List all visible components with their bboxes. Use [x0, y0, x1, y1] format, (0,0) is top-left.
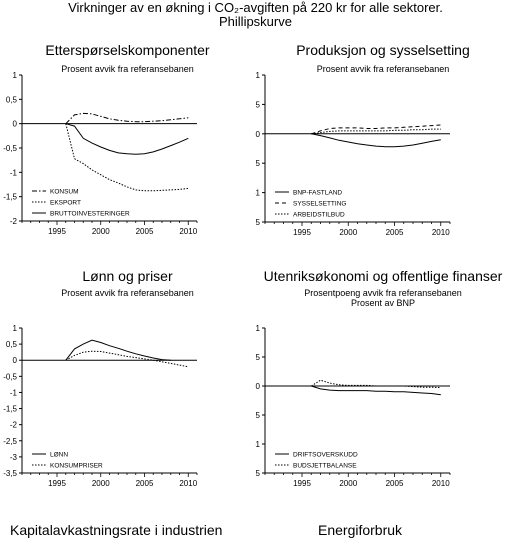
- x-tick-label: 1995: [293, 479, 311, 488]
- x-tick-label: 2005: [386, 228, 404, 237]
- panel-etterspoerselskomponenter: Etterspørselskomponenter Prosent avvik f…: [0, 40, 255, 240]
- y-tick-label: -1,5: [255, 218, 261, 227]
- panel-subtitle: Prosentpoeng avvik fra referansebanen: [304, 288, 462, 298]
- y-tick-label: 0,5: [255, 100, 261, 109]
- legend-label: ARBEIDSTILBUD: [293, 212, 345, 219]
- panel-subtitle: Prosent avvik fra referansebanen: [316, 64, 450, 74]
- x-tick-label: 2000: [92, 227, 110, 236]
- x-tick-label: 2010: [432, 479, 450, 488]
- y-tick-label: 1: [13, 71, 18, 80]
- panel-title: Produksjon og sysselsetting: [296, 42, 470, 58]
- y-tick-label: -1,5: [255, 469, 261, 478]
- series-line-driftsoverskudd: [311, 385, 441, 396]
- y-tick-label: 0: [256, 130, 261, 139]
- y-tick-label: -3,5: [3, 469, 17, 478]
- legend-label: BRUTTOINVESTERINGER: [50, 211, 130, 218]
- panel-title: Etterspørselskomponenter: [45, 42, 210, 58]
- x-tick-label: 1995: [48, 227, 66, 236]
- legend-label: BNP-FASTLAND: [293, 190, 342, 197]
- series-line-konsum: [65, 112, 189, 125]
- y-tick-label: 0: [13, 356, 18, 365]
- panel-produksjon-sysselsetting: Produksjon og sysselsetting Prosent avvi…: [255, 40, 511, 240]
- y-tick-label: -0,5: [3, 372, 17, 381]
- figure-title: Virkninger av en økning i CO₂-avgiften p…: [68, 0, 443, 15]
- y-tick-label: -1: [10, 388, 18, 397]
- y-tick-label: -1: [10, 168, 18, 177]
- y-tick-label: 0: [13, 120, 18, 129]
- series-line-bnp-fastland: [311, 133, 441, 148]
- panel-subtitle: Prosent avvik fra referansebanen: [61, 288, 194, 298]
- y-tick-label: 1: [256, 324, 261, 333]
- legend-label: DRIFTSOVERSKUDD: [293, 452, 358, 459]
- series-line-eksport: [65, 123, 189, 192]
- y-tick-label: -1: [255, 189, 261, 198]
- y-tick-label: -1,5: [3, 405, 17, 414]
- chart-produksjon-sysselsetting: 1 0,5 0 -0,5 -1 -1,5 1995 2000 2005 2010 BNP-FASTL…: [255, 71, 451, 237]
- x-tick-label: 2000: [339, 479, 357, 488]
- x-tick-label: 2000: [92, 479, 110, 488]
- x-tick-label: 2005: [136, 227, 154, 236]
- y-tick-label: -0,5: [3, 144, 17, 153]
- chart-loenn-og-priser: 1 0,5 0 -0,5 -1 -1,5 -2 -2,5 -3 -3,5 1995 2000 2005 2…: [3, 324, 197, 488]
- x-tick-label: 2005: [136, 479, 154, 488]
- panel-subtitle: Prosent avvik fra referansebanen: [61, 64, 194, 74]
- y-tick-label: -0,5: [255, 159, 261, 168]
- y-tick-label: 0,5: [255, 353, 261, 362]
- y-tick-label: -2: [10, 217, 18, 226]
- series-line-lønn: [65, 339, 171, 361]
- x-tick-label: 2010: [179, 227, 197, 236]
- series-line-budsjettbalanse: [311, 379, 441, 389]
- y-tick-label: -2,5: [3, 437, 17, 446]
- chart-etterspoerselskomponenter: 1 0,5 0 -0,5 -1 -1,5 -2 1995 2000 2005 2010 KONSUM E…: [3, 71, 197, 236]
- series-line-konsumpriser: [65, 350, 189, 368]
- chart-utenriksoekonomi: 1 0,5 0 -0,5 -1 -1,5 1995 2000 2005 2010 DRIFTSOVE…: [255, 324, 451, 488]
- y-tick-label: 0,5: [6, 340, 18, 349]
- y-tick-label: -3: [10, 453, 18, 462]
- x-tick-label: 2010: [179, 479, 197, 488]
- legend-label: SYSSELSETTING: [293, 201, 346, 208]
- y-tick-label: 0: [256, 382, 261, 391]
- legend-label: BUDSJETTBALANSE: [293, 463, 357, 470]
- y-tick-label: -1,5: [3, 193, 17, 202]
- x-tick-label: 2005: [386, 479, 404, 488]
- panel-utenriksoekonomi: Utenriksøkonomi og offentlige finanser P…: [255, 268, 511, 488]
- panel-title: Lønn og priser: [82, 268, 173, 284]
- series-line-sysselsetting: [311, 124, 441, 135]
- y-tick-label: 1: [256, 71, 261, 80]
- y-tick-label: 1: [13, 324, 18, 333]
- y-tick-label: -0,5: [255, 411, 261, 420]
- panel-title: Utenriksøkonomi og offentlige finanser: [263, 268, 503, 284]
- x-tick-label: 1995: [48, 479, 66, 488]
- series-line-bruttoinvesteringer: [65, 123, 189, 155]
- legend-label: KONSUMPRISER: [50, 463, 103, 470]
- y-tick-label: 0,5: [6, 95, 18, 104]
- legend-label: KONSUM: [50, 189, 79, 196]
- legend-label: LØNN: [50, 452, 68, 459]
- panel-subtitle-2: Prosent av BNP: [350, 298, 416, 308]
- y-tick-label: -2: [10, 421, 18, 430]
- series-line-arbeidstilbud: [311, 128, 441, 135]
- legend-label: EKSPORT: [50, 200, 81, 207]
- bottom-left-title: Kapitalavkastningsrate i industrien: [10, 522, 223, 538]
- bottom-right-title: Energiforbruk: [318, 522, 403, 538]
- x-tick-label: 2010: [432, 228, 450, 237]
- panel-loenn-og-priser: Lønn og priser Prosent avvik fra referan…: [0, 268, 255, 488]
- x-tick-label: 2000: [339, 228, 357, 237]
- figure-subtitle: Phillipskurve: [219, 14, 292, 29]
- y-tick-label: -1: [255, 440, 261, 449]
- x-tick-label: 1995: [293, 228, 311, 237]
